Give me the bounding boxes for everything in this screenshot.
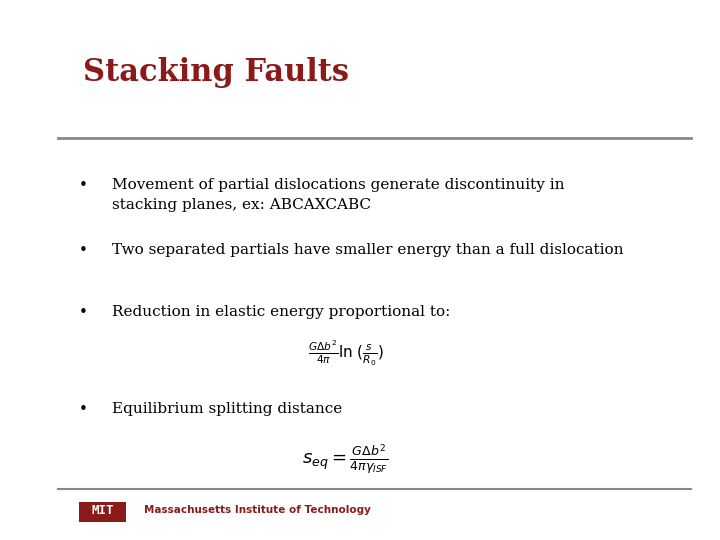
FancyBboxPatch shape	[79, 502, 126, 522]
Text: MIT: MIT	[91, 504, 114, 517]
Text: $s_{eq} = \frac{G\Delta b^2}{4\pi\gamma_{ISF}}$: $s_{eq} = \frac{G\Delta b^2}{4\pi\gamma_…	[302, 443, 389, 477]
Text: •: •	[78, 305, 87, 320]
Text: Massachusetts Institute of Technology: Massachusetts Institute of Technology	[144, 505, 371, 515]
Text: Reduction in elastic energy proportional to:: Reduction in elastic energy proportional…	[112, 305, 450, 319]
Text: Stacking Faults: Stacking Faults	[83, 57, 348, 87]
Text: $\frac{G\Delta b^2}{4\pi}\ln\,(\frac{s}{R_0})$: $\frac{G\Delta b^2}{4\pi}\ln\,(\frac{s}{…	[307, 339, 384, 368]
Text: Equilibrium splitting distance: Equilibrium splitting distance	[112, 402, 342, 416]
Text: •: •	[78, 178, 87, 193]
Text: •: •	[78, 243, 87, 258]
Text: Two separated partials have smaller energy than a full dislocation: Two separated partials have smaller ener…	[112, 243, 623, 257]
Text: Movement of partial dislocations generate discontinuity in
stacking planes, ex: : Movement of partial dislocations generat…	[112, 178, 564, 212]
Text: •: •	[78, 402, 87, 417]
